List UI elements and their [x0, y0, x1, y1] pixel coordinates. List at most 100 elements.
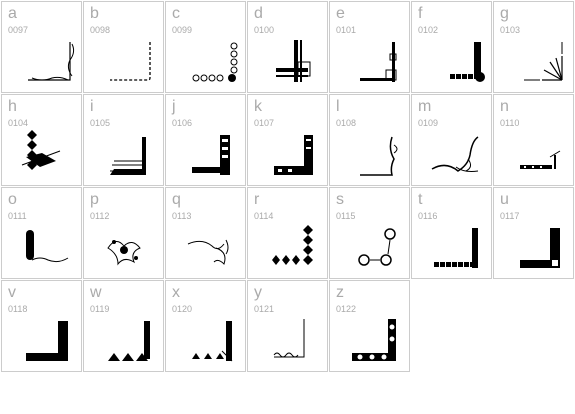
corner-ornament-icon [412, 218, 493, 278]
glyph-code: 0098 [90, 25, 111, 35]
corner-ornament-icon [2, 311, 83, 371]
glyph-code: 0118 [8, 304, 28, 314]
glyph-cell-b[interactable]: b 0098 [83, 1, 164, 93]
corner-ornament-icon [330, 311, 411, 371]
glyph-cell-m[interactable]: m 0109 [411, 94, 492, 186]
glyph-character: c [172, 5, 180, 22]
glyph-code: 0114 [254, 211, 274, 221]
glyph-code: 0106 [172, 118, 193, 128]
glyph-code: 0120 [172, 304, 193, 314]
glyph-code: 0121 [254, 304, 275, 314]
glyph-cell-a[interactable]: a 0097 [1, 1, 82, 93]
glyph-character: f [418, 5, 423, 22]
glyph-code: 0103 [500, 25, 521, 35]
corner-ornament-icon [84, 218, 165, 278]
corner-ornament-icon [166, 311, 247, 371]
corner-ornament-icon [84, 125, 165, 185]
glyph-cell-o[interactable]: o 0111 [1, 187, 82, 279]
glyph-code: 0107 [254, 118, 275, 128]
glyph-code: 0113 [172, 211, 192, 221]
glyph-cell-x[interactable]: x 0120 [165, 280, 246, 372]
glyph-cell-l[interactable]: l 0108 [329, 94, 410, 186]
glyph-character: r [254, 191, 260, 208]
glyph-cell-g[interactable]: g 0103 [493, 1, 574, 93]
glyph-cell-d[interactable]: d 0100 [247, 1, 328, 93]
glyph-character: j [172, 98, 176, 115]
glyph-cell-z[interactable]: z 0122 [329, 280, 410, 372]
corner-ornament-icon [2, 125, 83, 185]
glyph-code: 0110 [500, 118, 520, 128]
glyph-code: 0105 [90, 118, 111, 128]
glyph-character: a [8, 5, 17, 22]
glyph-code: 0117 [500, 211, 520, 221]
corner-ornament-icon [494, 218, 575, 278]
glyph-character: g [500, 5, 509, 22]
corner-ornament-icon [166, 125, 247, 185]
glyph-cell-w[interactable]: w 0119 [83, 280, 164, 372]
glyph-character: k [254, 98, 262, 115]
glyph-code: 0101 [336, 25, 357, 35]
glyph-character: w [90, 284, 102, 301]
glyph-code: 0109 [418, 118, 439, 128]
glyph-cell-v[interactable]: v 0118 [1, 280, 82, 372]
glyph-character: n [500, 98, 509, 115]
glyph-character: m [418, 98, 432, 115]
corner-ornament-icon [248, 311, 329, 371]
glyph-character: s [336, 191, 344, 208]
glyph-character: u [500, 191, 509, 208]
glyph-cell-p[interactable]: p 0112 [83, 187, 164, 279]
corner-ornament-icon [330, 125, 411, 185]
glyph-character: h [8, 98, 17, 115]
corner-ornament-icon [2, 218, 83, 278]
corner-ornament-icon [166, 32, 247, 92]
glyph-cell-y[interactable]: y 0121 [247, 280, 328, 372]
corner-ornament-icon [2, 32, 83, 92]
glyph-code: 0122 [336, 304, 357, 314]
glyph-cell-h[interactable]: h 0104 [1, 94, 82, 186]
glyph-cell-f[interactable]: f 0102 [411, 1, 492, 93]
glyph-character: e [336, 5, 345, 22]
glyph-character: t [418, 191, 423, 208]
glyph-cell-t[interactable]: t 0116 [411, 187, 492, 279]
corner-ornament-icon [412, 32, 493, 92]
glyph-code: 0102 [418, 25, 439, 35]
glyph-character: x [172, 284, 180, 301]
corner-ornament-icon [84, 32, 165, 92]
glyph-cell-e[interactable]: e 0101 [329, 1, 410, 93]
glyph-code: 0112 [90, 211, 110, 221]
glyph-code: 0097 [8, 25, 29, 35]
corner-ornament-icon [248, 218, 329, 278]
corner-ornament-icon [494, 32, 575, 92]
glyph-code: 0100 [254, 25, 275, 35]
corner-ornament-icon [412, 125, 493, 185]
glyph-cell-u[interactable]: u 0117 [493, 187, 574, 279]
glyph-cell-j[interactable]: j 0106 [165, 94, 246, 186]
glyph-cell-q[interactable]: q 0113 [165, 187, 246, 279]
glyph-code: 0116 [418, 211, 438, 221]
corner-ornament-icon [494, 125, 575, 185]
corner-ornament-icon [330, 32, 411, 92]
glyph-character: p [90, 191, 99, 208]
glyph-character: o [8, 191, 17, 208]
glyph-cell-n[interactable]: n 0110 [493, 94, 574, 186]
glyph-character: q [172, 191, 181, 208]
corner-ornament-icon [248, 32, 329, 92]
glyph-character: y [254, 284, 262, 301]
glyph-cell-s[interactable]: s 0115 [329, 187, 410, 279]
glyph-code: 0111 [8, 211, 27, 221]
glyph-cell-i[interactable]: i 0105 [83, 94, 164, 186]
glyph-cell-c[interactable]: c 0099 [165, 1, 246, 93]
glyph-character: d [254, 5, 263, 22]
glyph-cell-r[interactable]: r 0114 [247, 187, 328, 279]
glyph-character: b [90, 5, 99, 22]
glyph-code: 0115 [336, 211, 356, 221]
glyph-cell-k[interactable]: k 0107 [247, 94, 328, 186]
corner-ornament-icon [84, 311, 165, 371]
glyph-character: v [8, 284, 16, 301]
glyph-character: i [90, 98, 94, 115]
glyph-code: 0119 [90, 304, 110, 314]
corner-ornament-icon [166, 218, 247, 278]
glyph-code: 0099 [172, 25, 193, 35]
glyph-code: 0108 [336, 118, 357, 128]
